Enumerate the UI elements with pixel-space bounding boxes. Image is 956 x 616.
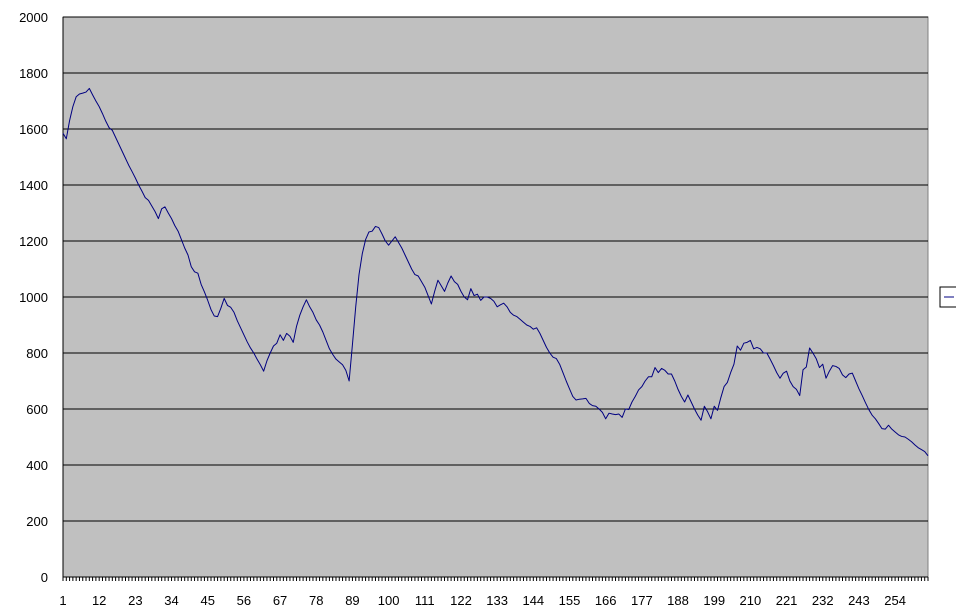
y-tick-label: 400 (26, 458, 48, 473)
x-axis-ticks (62, 577, 929, 581)
x-tick-label: 56 (237, 593, 251, 608)
x-tick-label: 254 (884, 593, 906, 608)
series-line-0 (62, 87, 929, 457)
x-tick-label: 45 (200, 593, 214, 608)
series-group (62, 87, 929, 457)
x-tick-label: 144 (522, 593, 544, 608)
y-tick-label: 2000 (19, 10, 48, 25)
x-tick-label: 89 (345, 593, 359, 608)
y-tick-label: 800 (26, 346, 48, 361)
x-tick-label: 111 (415, 593, 435, 608)
x-tick-label: 67 (273, 593, 287, 608)
x-tick-label: 133 (486, 593, 508, 608)
y-axis-tick-labels: 0 200 400 600 800 1000 1200 1400 1600 1800 2000 (19, 10, 48, 585)
x-tick-label: 1 (59, 593, 66, 608)
x-tick-label: 210 (740, 593, 762, 608)
x-axis-tick-labels: 1 12 23 34 45 56 67 78 89 100 111 122 133 144 155 166 17… (59, 593, 906, 608)
x-tick-label: 243 (848, 593, 870, 608)
y-tick-label: 1800 (19, 66, 48, 81)
legend (939, 286, 956, 308)
x-tick-label: 199 (703, 593, 725, 608)
x-tick-label: 177 (631, 593, 653, 608)
x-tick-label: 78 (309, 593, 323, 608)
x-tick-label: 155 (559, 593, 581, 608)
x-tick-label: 188 (667, 593, 689, 608)
x-tick-label: 232 (812, 593, 834, 608)
y-tick-label: 600 (26, 402, 48, 417)
x-tick-label: 34 (164, 593, 178, 608)
y-tick-label: 1000 (19, 290, 48, 305)
y-tick-label: 1400 (19, 178, 48, 193)
y-tick-label: 200 (26, 514, 48, 529)
axes (62, 17, 928, 578)
x-tick-label: 122 (450, 593, 472, 608)
x-tick-label: 221 (776, 593, 798, 608)
x-tick-label: 12 (92, 593, 106, 608)
x-tick-label: 100 (378, 593, 400, 608)
y-tick-label: 0 (41, 570, 48, 585)
x-tick-label: 166 (595, 593, 617, 608)
y-tick-label: 1200 (19, 234, 48, 249)
x-tick-label: 23 (128, 593, 142, 608)
y-tick-label: 1600 (19, 122, 48, 137)
gridlines (63, 16, 928, 522)
